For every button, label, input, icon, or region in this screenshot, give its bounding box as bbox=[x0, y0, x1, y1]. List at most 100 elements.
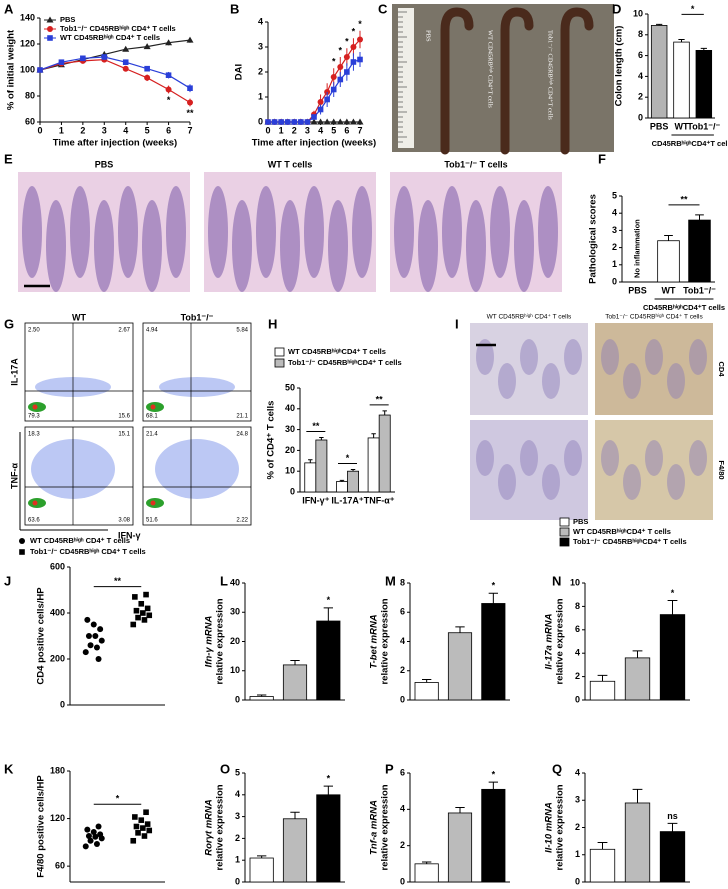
marker bbox=[271, 119, 278, 125]
tissue bbox=[645, 339, 663, 375]
x-tick-label: 4 bbox=[123, 125, 128, 135]
tissue bbox=[352, 186, 372, 278]
significance-label: ** bbox=[114, 576, 122, 586]
y-tick-label: 3 bbox=[575, 795, 580, 805]
y-tick-label: 2 bbox=[235, 833, 240, 843]
marker bbox=[47, 26, 53, 32]
bar bbox=[695, 50, 713, 119]
ihc-image bbox=[595, 323, 713, 415]
marker bbox=[130, 621, 137, 628]
y-tick-label: 0 bbox=[235, 694, 240, 704]
tissue bbox=[22, 186, 42, 278]
bar bbox=[481, 603, 506, 701]
cell-peak bbox=[32, 404, 38, 410]
photo-label: WT CD45RBʰⁱᵍʰ CD4⁺T cells bbox=[487, 30, 495, 108]
y-tick-label: 20 bbox=[230, 636, 240, 646]
tissue bbox=[601, 440, 619, 476]
tissue bbox=[689, 440, 707, 476]
tissue bbox=[142, 200, 162, 292]
bar bbox=[282, 664, 308, 701]
tissue bbox=[466, 200, 486, 292]
quadrant-value: 51.6 bbox=[146, 518, 158, 524]
y-tick-label: 5 bbox=[612, 190, 617, 200]
legend-swatch bbox=[274, 347, 285, 357]
panel-letter: E bbox=[4, 151, 13, 166]
legend-label: PBS bbox=[60, 15, 75, 24]
legend-label: WT CD45RBʰⁱᵍʰ CD4⁺ T cells bbox=[30, 535, 130, 545]
panel-letter: B bbox=[230, 1, 239, 16]
x-tick-label: WT bbox=[662, 285, 676, 295]
y-axis-label: relative expression bbox=[215, 784, 226, 870]
bar bbox=[414, 863, 439, 883]
error-bar bbox=[695, 214, 704, 221]
error-bar bbox=[371, 433, 376, 438]
column-label: WT bbox=[72, 312, 86, 322]
significance-label: ** bbox=[186, 108, 194, 118]
error-bar bbox=[308, 459, 313, 463]
y-axis-label: Colon length (cm) bbox=[614, 26, 625, 107]
quadrant-value: 3.08 bbox=[118, 518, 130, 524]
error-bar bbox=[700, 47, 707, 51]
marker bbox=[97, 831, 104, 838]
x-axis-label: Time after injection (weeks) bbox=[53, 138, 177, 149]
error-bar bbox=[664, 235, 673, 241]
bar bbox=[315, 439, 328, 493]
marker bbox=[85, 833, 92, 840]
image-title: WT T cells bbox=[268, 159, 313, 169]
marker bbox=[85, 633, 92, 639]
bar bbox=[659, 831, 686, 883]
y-tick-label: 4 bbox=[258, 16, 263, 26]
marker bbox=[323, 118, 331, 125]
colon bbox=[560, 7, 594, 155]
marker bbox=[95, 823, 102, 830]
legend-label: Tob1⁻/⁻ CD45RBʰⁱᵍʰCD4⁺ T cells bbox=[288, 357, 402, 367]
error-bar bbox=[323, 785, 333, 795]
legend-swatch bbox=[559, 517, 570, 527]
marker bbox=[143, 809, 149, 816]
y-axis-label: F4/80 positive cells/HP bbox=[36, 775, 47, 878]
y-tick-label: 1 bbox=[612, 259, 617, 269]
marker bbox=[317, 118, 325, 125]
panel-letter: K bbox=[4, 761, 14, 776]
tissue bbox=[520, 440, 538, 476]
tissue bbox=[256, 186, 276, 278]
bar bbox=[624, 802, 651, 883]
y-axis-label: relative expression bbox=[380, 598, 391, 684]
marker bbox=[278, 119, 284, 125]
y-tick-label: 2 bbox=[400, 665, 405, 675]
cell-peak bbox=[150, 404, 156, 410]
y-axis-label: CD4 positive cells/HP bbox=[36, 587, 47, 685]
x-tick-label: 6 bbox=[166, 125, 171, 135]
legend-label: WT CD45RBʰⁱᵍʰ CD4⁺ T cells bbox=[60, 32, 160, 42]
y-tick-label: 60 bbox=[55, 861, 65, 871]
marker bbox=[143, 591, 149, 598]
bar bbox=[447, 632, 473, 701]
tissue bbox=[418, 200, 438, 292]
x-tick-label: 1 bbox=[59, 125, 64, 135]
y-tick-label: 40 bbox=[230, 577, 240, 587]
marker bbox=[350, 59, 357, 65]
panel-letter: J bbox=[4, 573, 11, 588]
marker bbox=[87, 642, 94, 649]
tissue bbox=[498, 464, 516, 500]
x-tick-label: 6 bbox=[344, 125, 349, 135]
y-tick-label: 0 bbox=[60, 699, 65, 709]
quadrant-value: 2.22 bbox=[236, 518, 248, 524]
y-tick-label: 4 bbox=[638, 71, 643, 81]
series-line bbox=[39, 58, 191, 104]
quadrant-value: 18.3 bbox=[28, 432, 40, 438]
significance-label: * bbox=[492, 769, 496, 779]
error-bar bbox=[319, 437, 324, 440]
panel-letter: P bbox=[385, 761, 394, 776]
tissue bbox=[623, 464, 641, 500]
marker bbox=[298, 119, 304, 125]
marker bbox=[82, 843, 89, 850]
x-axis-label: Time after injection (weeks) bbox=[252, 138, 376, 149]
error-bar bbox=[257, 855, 267, 859]
marker bbox=[336, 118, 344, 125]
legend-label: Tob1⁻/⁻ CD45RBʰⁱᵍʰ CD4⁺ T cells bbox=[60, 23, 176, 33]
y-tick-label: 8 bbox=[400, 577, 405, 587]
significance-label: ** bbox=[376, 394, 384, 404]
marker bbox=[87, 837, 94, 844]
